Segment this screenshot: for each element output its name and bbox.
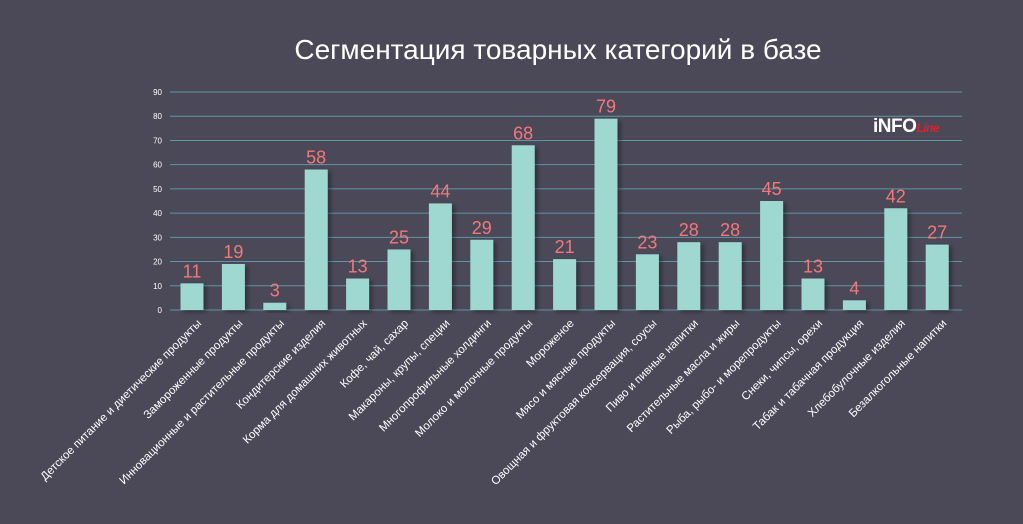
bar	[842, 300, 866, 310]
value-label: 25	[389, 227, 409, 247]
bar	[428, 203, 452, 310]
bars	[180, 118, 949, 311]
value-label: 23	[637, 232, 657, 252]
value-label: 3	[270, 281, 280, 301]
value-label: 58	[306, 148, 326, 168]
bar	[511, 145, 535, 310]
value-label: 27	[927, 223, 947, 243]
y-tick-label: 90	[153, 88, 162, 97]
y-tick-label: 40	[153, 209, 162, 218]
value-label: 28	[679, 220, 699, 240]
value-label: 13	[803, 257, 823, 277]
bar	[677, 242, 701, 310]
value-label: 68	[513, 123, 533, 143]
bar	[304, 169, 328, 310]
bar	[221, 263, 245, 310]
y-tick-label: 20	[153, 258, 162, 267]
logo-main: iNFO	[873, 116, 917, 137]
x-tick-label: Инновационные и растительные продукты	[118, 318, 287, 487]
y-tick-label: 10	[153, 282, 162, 291]
y-tick-label: 80	[153, 112, 162, 121]
y-tick-label: 70	[153, 136, 162, 145]
bar	[180, 283, 204, 310]
bar	[635, 254, 659, 310]
value-label: 42	[886, 186, 906, 206]
y-tick-label: 0	[158, 306, 163, 315]
x-tick-label: Детское питание и диетические продукты	[39, 318, 204, 483]
y-axis-tick-labels: 0 10 20 30 40 50 60 70 80 90	[153, 88, 162, 315]
value-label: 11	[183, 261, 202, 281]
value-label: 4	[849, 278, 859, 298]
bar	[387, 249, 411, 310]
value-label: 45	[762, 179, 782, 199]
bar	[594, 118, 618, 311]
value-label: 28	[720, 220, 740, 240]
bar	[718, 242, 742, 310]
x-tick-label: Снеки, чипсы, орехи	[740, 318, 826, 404]
value-label: 21	[555, 237, 575, 257]
y-tick-label: 30	[153, 233, 162, 242]
bar	[760, 201, 784, 310]
bar	[925, 244, 949, 310]
y-tick-label: 60	[153, 161, 162, 170]
bar	[263, 302, 287, 310]
value-label: 19	[223, 242, 243, 262]
bar	[346, 278, 370, 310]
x-axis-tick-labels: Детское питание и диетические продуктыЗа…	[39, 317, 950, 487]
value-labels: 11 19 3 58 13 25 44 29 68 21 79 23 28 28 45 13 4 42 27	[183, 97, 948, 301]
bar	[884, 208, 908, 310]
bar	[470, 239, 494, 310]
logo-accent: Line	[916, 121, 940, 135]
y-tick-label: 50	[153, 185, 162, 194]
bar	[553, 259, 577, 310]
value-label: 44	[430, 181, 450, 201]
bar	[801, 278, 825, 310]
value-label: 79	[596, 97, 616, 117]
value-label: 13	[348, 257, 368, 277]
value-label: 29	[472, 218, 492, 238]
brand-logo: iNFOLine	[873, 116, 940, 138]
chart-title: Сегментация товарных категорий в базе	[294, 34, 822, 65]
